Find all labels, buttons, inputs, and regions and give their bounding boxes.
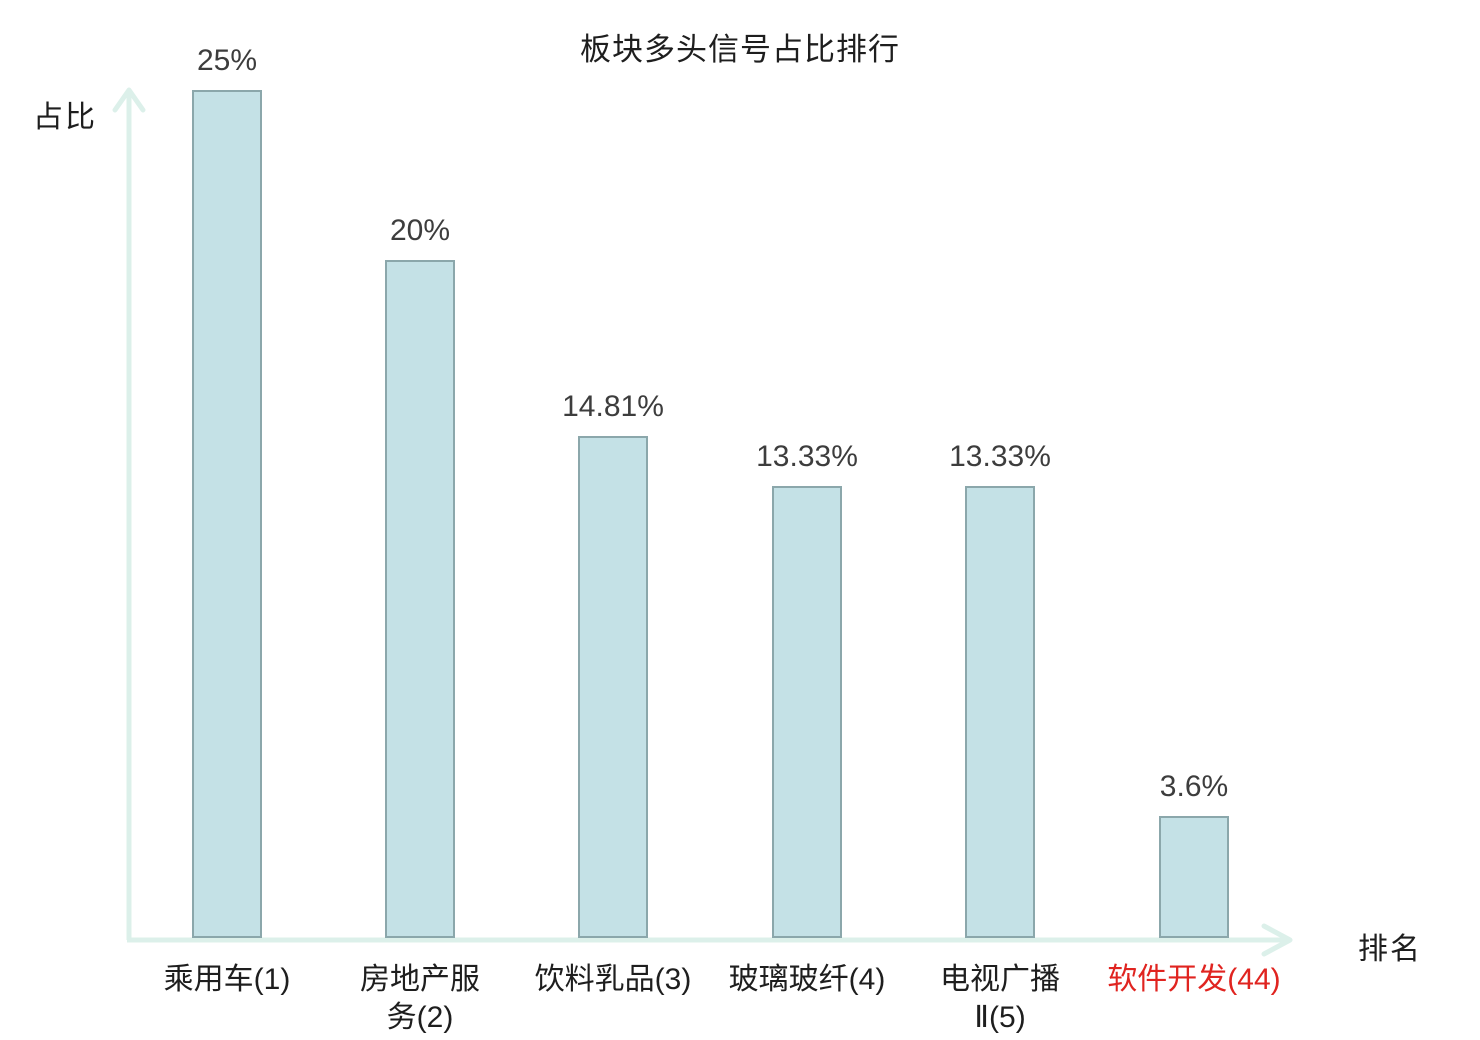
bar-value-label: 20% bbox=[389, 214, 451, 247]
category-label: 乘用车(1) bbox=[117, 961, 337, 999]
category-label-line: 电视广播 bbox=[940, 963, 1060, 996]
chart-title: 板块多头信号占比排行 bbox=[580, 32, 900, 67]
category-label: 软件开发(44) bbox=[1084, 961, 1304, 999]
y-axis-title: 占比 bbox=[33, 101, 97, 134]
category-label: 玻璃玻纤(4) bbox=[697, 961, 917, 999]
bar-value-label: 13.33% bbox=[756, 440, 858, 473]
category-label-line: 玻璃玻纤(4) bbox=[728, 963, 886, 996]
category-label: 饮料乳品(3) bbox=[503, 961, 723, 999]
bar-value-label: 3.6% bbox=[1159, 770, 1229, 803]
bar-value-label: 13.33% bbox=[949, 440, 1051, 473]
bar[interactable] bbox=[385, 260, 455, 938]
category-label-line: 饮料乳品(3) bbox=[534, 963, 692, 996]
category-label: 房地产服务(2) bbox=[310, 961, 530, 1037]
category-label-line: 房地产服 bbox=[360, 963, 480, 996]
y-axis-arrow-icon bbox=[112, 87, 146, 113]
category-label-line: Ⅱ(5) bbox=[974, 1001, 1026, 1034]
x-axis-arrow-icon bbox=[1261, 923, 1293, 957]
category-label-line: 务(2) bbox=[386, 1001, 454, 1034]
bar[interactable] bbox=[578, 436, 648, 938]
category-label: 电视广播 Ⅱ(5) bbox=[890, 961, 1110, 1037]
category-label-line: 乘用车(1) bbox=[163, 963, 291, 996]
category-label-line: 软件开发(44) bbox=[1107, 963, 1281, 996]
bar[interactable] bbox=[192, 90, 262, 938]
bar[interactable] bbox=[1159, 816, 1229, 938]
bar[interactable] bbox=[965, 486, 1035, 938]
bar-value-label: 25% bbox=[196, 44, 258, 77]
x-axis-title: 排名 bbox=[1358, 933, 1422, 966]
bar[interactable] bbox=[772, 486, 842, 938]
bar-value-label: 14.81% bbox=[562, 390, 664, 423]
